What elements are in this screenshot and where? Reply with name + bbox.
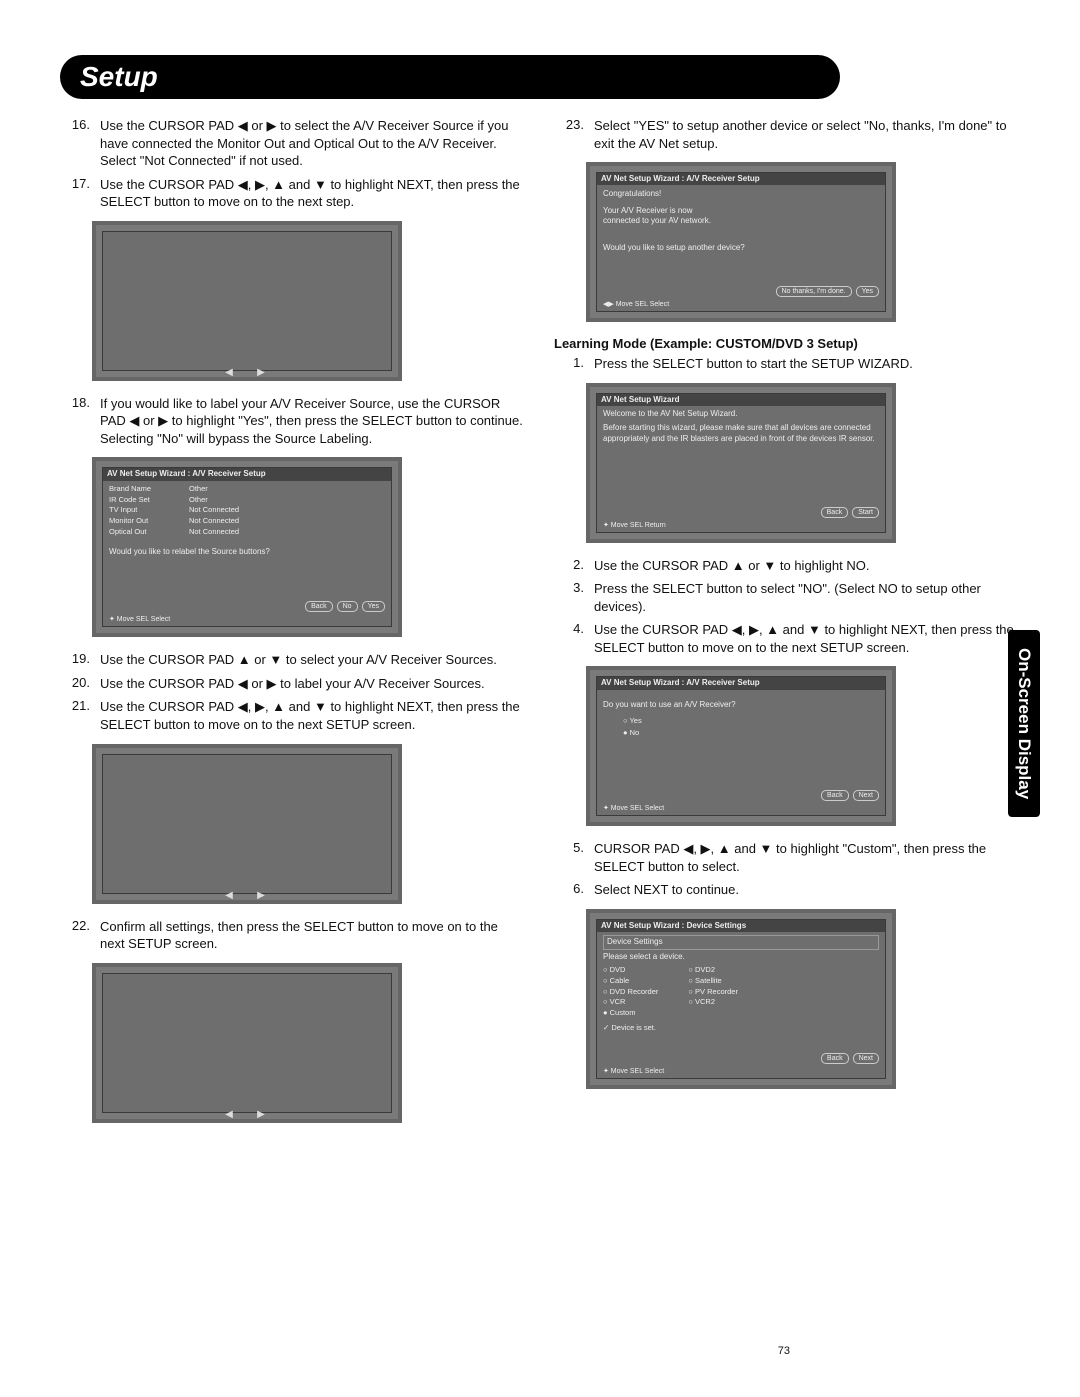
screen-av-question: AV Net Setup Wizard : A/V Receiver Setup… <box>586 666 896 826</box>
yes-button[interactable]: Yes <box>362 601 385 612</box>
lstep-6: 6.Select NEXT to continue. <box>554 881 1020 899</box>
screen-step21: ◀ ▶ <box>92 744 402 904</box>
lstep-2: 2.Use the CURSOR PAD ▲ or ▼ to highlight… <box>554 557 1020 575</box>
lstep-4: 4.Use the CURSOR PAD ◀, ▶, ▲ and ▼ to hi… <box>554 621 1020 656</box>
side-tab-label: On-Screen Display <box>1008 630 1040 817</box>
device-dvdr[interactable]: DVD Recorder <box>603 987 658 997</box>
device-dvd2[interactable]: DVD2 <box>688 965 738 975</box>
step-22: 22.Confirm all settings, then press the … <box>60 918 526 953</box>
step-23: 23.Select "YES" to setup another device … <box>554 117 1020 152</box>
screen-step17: ◀ ▶ <box>92 221 402 381</box>
step-17: 17.Use the CURSOR PAD ◀, ▶, ▲ and ▼ to h… <box>60 176 526 211</box>
back-button[interactable]: Back <box>305 601 333 612</box>
device-cable[interactable]: Cable <box>603 976 658 986</box>
step-21: 21.Use the CURSOR PAD ◀, ▶, ▲ and ▼ to h… <box>60 698 526 733</box>
device-vcr[interactable]: VCR <box>603 997 658 1007</box>
start-button[interactable]: Start <box>852 507 879 518</box>
device-sat[interactable]: Satellite <box>688 976 738 986</box>
lstep-5: 5.CURSOR PAD ◀, ▶, ▲ and ▼ to highlight … <box>554 840 1020 875</box>
radio-yes[interactable]: Yes <box>623 716 879 726</box>
next-button[interactable]: Next <box>853 790 879 801</box>
left-column: 16.Use the CURSOR PAD ◀ or ▶ to select t… <box>60 117 526 1137</box>
device-custom[interactable]: Custom <box>603 1008 658 1018</box>
lstep-1: 1.Press the SELECT button to start the S… <box>554 355 1020 373</box>
no-button[interactable]: No <box>337 601 358 612</box>
radio-no[interactable]: No <box>623 728 879 738</box>
back-button[interactable]: Back <box>821 507 849 518</box>
device-pvr[interactable]: PV Recorder <box>688 987 738 997</box>
step-18: 18.If you would like to label your A/V R… <box>60 395 526 448</box>
back-button[interactable]: Back <box>821 790 849 801</box>
right-column: 23.Select "YES" to setup another device … <box>554 117 1020 1137</box>
screen-step18: AV Net Setup Wizard : A/V Receiver Setup… <box>92 457 402 637</box>
screen-step23: AV Net Setup Wizard : A/V Receiver Setup… <box>586 162 896 322</box>
next-button[interactable]: Next <box>853 1053 879 1064</box>
page-number: 73 <box>778 1345 790 1357</box>
yes-button[interactable]: Yes <box>856 286 879 297</box>
screen-step22: ◀ ▶ <box>92 963 402 1123</box>
device-vcr2[interactable]: VCR2 <box>688 997 738 1007</box>
page-header: Setup <box>60 55 840 99</box>
learning-mode-heading: Learning Mode (Example: CUSTOM/DVD 3 Set… <box>554 336 1020 351</box>
page-title: Setup <box>80 61 820 93</box>
screen-wizard: AV Net Setup Wizard Welcome to the AV Ne… <box>586 383 896 543</box>
screen-device-settings: AV Net Setup Wizard : Device Settings De… <box>586 909 896 1089</box>
done-button[interactable]: No thanks, I'm done. <box>776 286 852 297</box>
device-dvd[interactable]: DVD <box>603 965 658 975</box>
step-16: 16.Use the CURSOR PAD ◀ or ▶ to select t… <box>60 117 526 170</box>
lstep-3: 3.Press the SELECT button to select "NO"… <box>554 580 1020 615</box>
step-19: 19.Use the CURSOR PAD ▲ or ▼ to select y… <box>60 651 526 669</box>
back-button[interactable]: Back <box>821 1053 849 1064</box>
step-20: 20.Use the CURSOR PAD ◀ or ▶ to label yo… <box>60 675 526 693</box>
